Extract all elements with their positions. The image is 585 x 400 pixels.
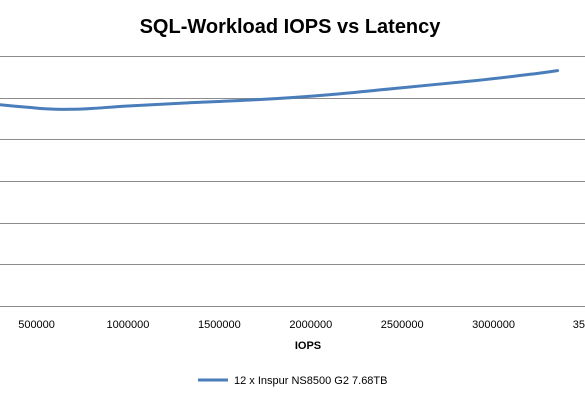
x-tick-label: 1500000 bbox=[198, 319, 241, 331]
x-tick-label: 2500000 bbox=[381, 319, 424, 331]
x-tick-label: 2000000 bbox=[289, 319, 332, 331]
x-tick-label: 1000000 bbox=[107, 319, 150, 331]
x-tick-label: 3500 bbox=[573, 319, 585, 331]
series-line-0 bbox=[0, 69, 560, 111]
gridlines bbox=[0, 56, 585, 265]
x-axis-title: IOPS bbox=[295, 340, 321, 352]
legend-label: 12 x Inspur NS8500 G2 7.68TB bbox=[234, 375, 387, 387]
x-axis-ticks: 500000 1000000 1500000 2000000 2500000 300000… bbox=[18, 319, 585, 331]
legend: 12 x Inspur NS8500 G2 7.68TB bbox=[198, 375, 387, 387]
chart-title: SQL-Workload IOPS vs Latency bbox=[140, 16, 442, 38]
series-lines bbox=[0, 69, 560, 111]
x-tick-label: 3000000 bbox=[472, 319, 515, 331]
x-tick-label: 500000 bbox=[18, 319, 55, 331]
